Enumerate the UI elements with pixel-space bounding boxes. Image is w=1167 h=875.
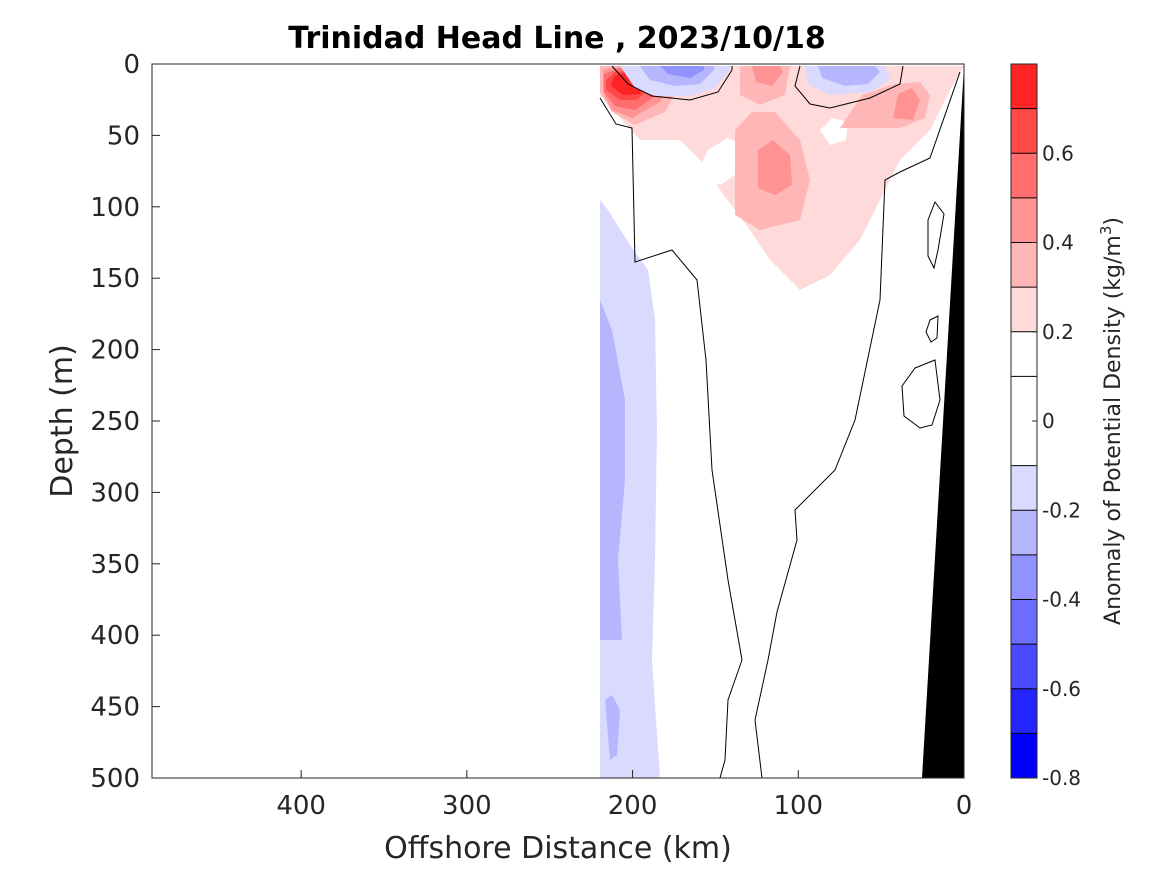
region-positive-near-top-core bbox=[752, 66, 783, 86]
colorbar-swatch bbox=[1011, 733, 1037, 778]
colorbar-swatch bbox=[1011, 153, 1037, 198]
colorbar-tick-label: 0 bbox=[1042, 409, 1055, 433]
region-negative-offshore-deep bbox=[605, 695, 620, 760]
colorbar-swatch bbox=[1011, 242, 1037, 288]
y-tick-label: 250 bbox=[90, 407, 140, 437]
region-positive-coastal-core bbox=[893, 88, 920, 120]
region-negative-surface-nearshore-mid bbox=[818, 66, 880, 86]
colorbar-swatch bbox=[1011, 197, 1037, 243]
y-axis-label: Depth (m) bbox=[45, 344, 80, 498]
y-tick-label: 350 bbox=[90, 550, 140, 580]
colorbar-tick-label: -0.4 bbox=[1042, 588, 1081, 612]
y-tick-label: 150 bbox=[90, 264, 140, 294]
zero-contour-blob-lower bbox=[901, 359, 941, 429]
y-tick-label: 100 bbox=[90, 193, 140, 223]
colorbar-swatch bbox=[1011, 510, 1037, 555]
chart-title: Trinidad Head Line , 2023/10/18 bbox=[288, 21, 825, 56]
region-positive-mid-0.4 bbox=[758, 140, 792, 195]
zero-contour-surface-offshore bbox=[611, 65, 733, 101]
colorbar-tick-label: 0.2 bbox=[1042, 320, 1074, 344]
zero-contour-main bbox=[599, 97, 743, 778]
colorbar-tick-label: -0.2 bbox=[1042, 498, 1081, 522]
zero-contour-blob-upper bbox=[927, 200, 945, 270]
colorbar-swatch bbox=[1011, 599, 1037, 645]
x-axis-label: Offshore Distance (km) bbox=[384, 831, 732, 866]
y-tick-label: 200 bbox=[90, 336, 140, 366]
y-tick-label: 0 bbox=[123, 50, 140, 80]
colorbar-swatch bbox=[1011, 287, 1037, 332]
white-hole-left bbox=[693, 138, 745, 186]
colorbar-swatch bbox=[1011, 108, 1037, 154]
colorbar-ticks: 0.6 0.4 0.2 0 -0.2 -0.4 -0.6 -0.8 bbox=[1032, 141, 1081, 790]
colorbar-label-exponent: 3 bbox=[1097, 226, 1115, 236]
y-tick-label: 50 bbox=[107, 121, 140, 151]
colorbar-tick-label: 0.6 bbox=[1042, 141, 1074, 165]
x-tick-label: 0 bbox=[956, 791, 973, 821]
bathymetry-slope bbox=[922, 66, 964, 778]
x-tick-label: 300 bbox=[442, 791, 492, 821]
zero-contour-blob-small bbox=[925, 315, 939, 343]
colorbar-tick-label: -0.8 bbox=[1042, 766, 1081, 790]
region-negative-surface-offshore-core bbox=[660, 66, 704, 78]
colorbar-swatch bbox=[1011, 644, 1037, 689]
x-axis-ticks: 400 300 200 100 0 bbox=[276, 770, 972, 821]
colorbar-swatch bbox=[1011, 554, 1037, 600]
region-negative-offshore-mid bbox=[600, 300, 625, 640]
colorbar-swatch bbox=[1011, 331, 1037, 377]
colorbar-swatch bbox=[1011, 688, 1037, 734]
colorbar-swatch bbox=[1011, 465, 1037, 511]
colorbar-label: Anomaly of Potential Density (kg/m3) bbox=[1097, 217, 1126, 625]
colorbar-label-suffix: ) bbox=[1101, 217, 1126, 226]
y-axis-ticks: 0 50 100 150 200 250 300 350 400 450 500 bbox=[90, 50, 160, 794]
zero-contour-surface-nearshore bbox=[794, 65, 904, 109]
y-tick-label: 500 bbox=[90, 764, 140, 794]
white-hole-right bbox=[820, 118, 848, 145]
y-tick-label: 300 bbox=[90, 478, 140, 508]
colorbar-tick-label: -0.6 bbox=[1042, 677, 1081, 701]
x-tick-label: 400 bbox=[276, 791, 326, 821]
zero-contour-inner bbox=[754, 71, 961, 778]
colorbar-tick-label: 0.4 bbox=[1042, 231, 1074, 255]
y-tick-label: 400 bbox=[90, 621, 140, 651]
x-tick-label: 100 bbox=[773, 791, 823, 821]
x-tick-label: 200 bbox=[608, 791, 658, 821]
colorbar-label-main: Anomaly of Potential Density (kg/m bbox=[1101, 235, 1126, 625]
y-tick-label: 450 bbox=[90, 693, 140, 723]
colorbar-swatch bbox=[1011, 64, 1037, 109]
